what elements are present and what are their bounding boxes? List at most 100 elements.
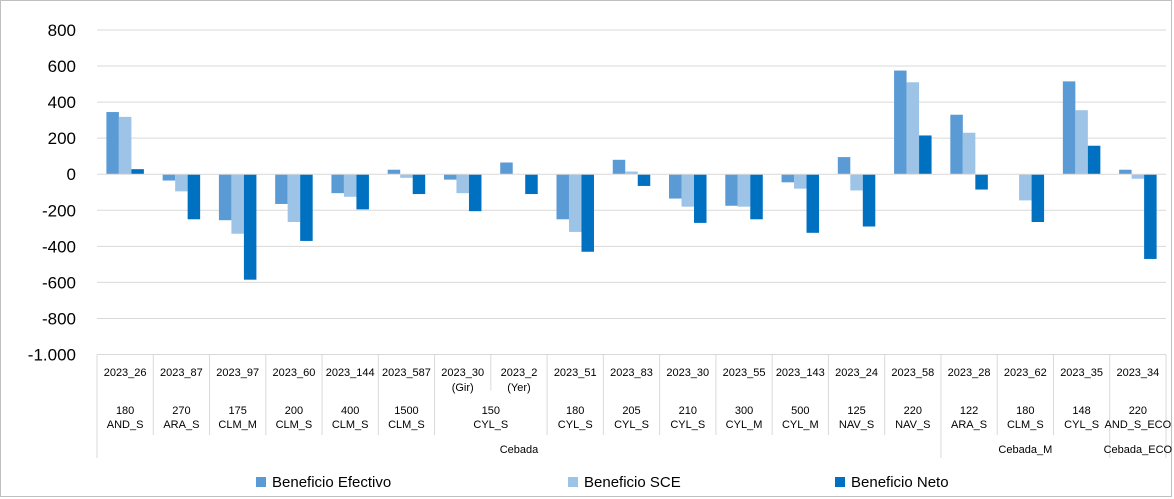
x-category-sub: (Gir) bbox=[452, 382, 474, 394]
bar bbox=[1031, 174, 1045, 222]
x-category-dose: 205 bbox=[622, 405, 640, 417]
bar bbox=[612, 159, 626, 175]
x-category-dose: 400 bbox=[341, 405, 359, 417]
bar bbox=[106, 112, 119, 175]
x-category-code: 2023_34 bbox=[1116, 367, 1159, 379]
bar bbox=[412, 174, 426, 195]
x-category-region: CYL_S bbox=[558, 419, 593, 431]
bar bbox=[1087, 145, 1101, 175]
x-category-dose: 200 bbox=[285, 405, 303, 417]
bar bbox=[187, 174, 201, 220]
bar bbox=[962, 132, 976, 175]
bar bbox=[400, 174, 413, 178]
bar bbox=[275, 174, 288, 204]
x-category-code: 2023_30 bbox=[441, 367, 484, 379]
bar bbox=[525, 174, 538, 195]
bar bbox=[850, 174, 863, 191]
x-category-dose: 175 bbox=[228, 405, 246, 417]
x-category-code: 2023_30 bbox=[666, 367, 709, 379]
x-category-dose: 270 bbox=[172, 405, 190, 417]
x-category-region: AND_S_ECO bbox=[1105, 419, 1172, 431]
bar bbox=[837, 157, 851, 175]
x-category-region: CYL_M bbox=[726, 419, 763, 431]
x-category-dose: 148 bbox=[1072, 405, 1090, 417]
bar bbox=[343, 174, 357, 197]
x-category-region: CLM_S bbox=[332, 419, 369, 431]
y-tick-label: -200 bbox=[42, 201, 76, 220]
x-category-dose: 220 bbox=[904, 405, 922, 417]
bar bbox=[500, 162, 513, 175]
x-category-region: CYL_S bbox=[670, 419, 705, 431]
bar bbox=[1062, 81, 1076, 175]
y-tick-label: 200 bbox=[48, 129, 76, 148]
x-category-code: 2023_2 bbox=[501, 367, 538, 379]
y-tick-label: -400 bbox=[42, 237, 76, 256]
legend-swatch-sce bbox=[568, 477, 578, 487]
bar bbox=[906, 82, 920, 175]
bar bbox=[287, 174, 301, 222]
x-category-dose: 220 bbox=[1129, 405, 1147, 417]
x-category-code: 2023_55 bbox=[723, 367, 766, 379]
x-category-region: CYL_S bbox=[614, 419, 649, 431]
x-category-region: CYL_S bbox=[473, 419, 508, 431]
x-category-code: 2023_87 bbox=[160, 367, 203, 379]
x-category-dose: 180 bbox=[566, 405, 584, 417]
x-category-region: CLM_M bbox=[218, 419, 257, 431]
x-category-dose: 300 bbox=[735, 405, 753, 417]
y-tick-label: 800 bbox=[48, 21, 76, 40]
x-category-code: 2023_28 bbox=[948, 367, 991, 379]
x-category-code: 2023_587 bbox=[382, 367, 431, 379]
x-group-label: Cebada_ECO bbox=[1104, 444, 1173, 456]
x-category-region: NAV_S bbox=[839, 419, 874, 431]
x-category-dose: 210 bbox=[679, 405, 697, 417]
y-tick-label: -600 bbox=[42, 273, 76, 292]
x-category-code: 2023_144 bbox=[326, 367, 375, 379]
bar bbox=[725, 174, 738, 206]
x-category-region: ARA_S bbox=[951, 419, 987, 431]
x-category-dose: 500 bbox=[791, 405, 809, 417]
x-category-region: CLM_S bbox=[388, 419, 425, 431]
x-category-code: 2023_58 bbox=[891, 367, 934, 379]
bar bbox=[737, 174, 751, 207]
bar bbox=[1075, 110, 1088, 175]
bar bbox=[300, 174, 313, 241]
x-group-label: Cebada_M bbox=[998, 444, 1052, 456]
x-category-dose: 125 bbox=[847, 405, 865, 417]
bar bbox=[625, 171, 638, 175]
legend-label-neto: Beneficio Neto bbox=[851, 473, 949, 491]
x-category-dose: 180 bbox=[116, 405, 134, 417]
bar bbox=[387, 169, 401, 175]
bar bbox=[781, 174, 795, 183]
bar bbox=[1119, 169, 1132, 175]
x-category-sub: (Yer) bbox=[507, 382, 530, 394]
x-category-region: ARA_S bbox=[163, 419, 199, 431]
bar bbox=[1019, 174, 1032, 201]
x-category-code: 2023_62 bbox=[1004, 367, 1047, 379]
bar bbox=[975, 174, 988, 190]
bar bbox=[581, 174, 594, 252]
bar bbox=[806, 174, 820, 233]
bar bbox=[568, 174, 582, 232]
x-category-region: NAV_S bbox=[895, 419, 930, 431]
bar bbox=[331, 174, 344, 194]
legend-item-efectivo: Beneficio Efectivo bbox=[256, 472, 391, 492]
x-category-region: CYL_S bbox=[1064, 419, 1099, 431]
x-category-code: 2023_83 bbox=[610, 367, 653, 379]
bar bbox=[131, 169, 144, 175]
x-category-code: 2023_60 bbox=[273, 367, 316, 379]
x-category-dose: 180 bbox=[1016, 405, 1034, 417]
x-category-code: 2023_143 bbox=[776, 367, 825, 379]
bar bbox=[443, 174, 457, 180]
x-category-dose: 1500 bbox=[394, 405, 418, 417]
bar bbox=[243, 174, 257, 280]
bar bbox=[456, 174, 469, 194]
bar bbox=[894, 70, 907, 175]
legend-label-efectivo: Beneficio Efectivo bbox=[272, 473, 392, 491]
bar bbox=[356, 174, 369, 210]
bar bbox=[862, 174, 876, 227]
legend-label-sce: Beneficio SCE bbox=[584, 473, 681, 491]
x-category-region: CLM_S bbox=[276, 419, 313, 431]
x-category-code: 2023_35 bbox=[1060, 367, 1103, 379]
x-category-region: CLM_S bbox=[1007, 419, 1044, 431]
x-category-dose: 122 bbox=[960, 405, 978, 417]
